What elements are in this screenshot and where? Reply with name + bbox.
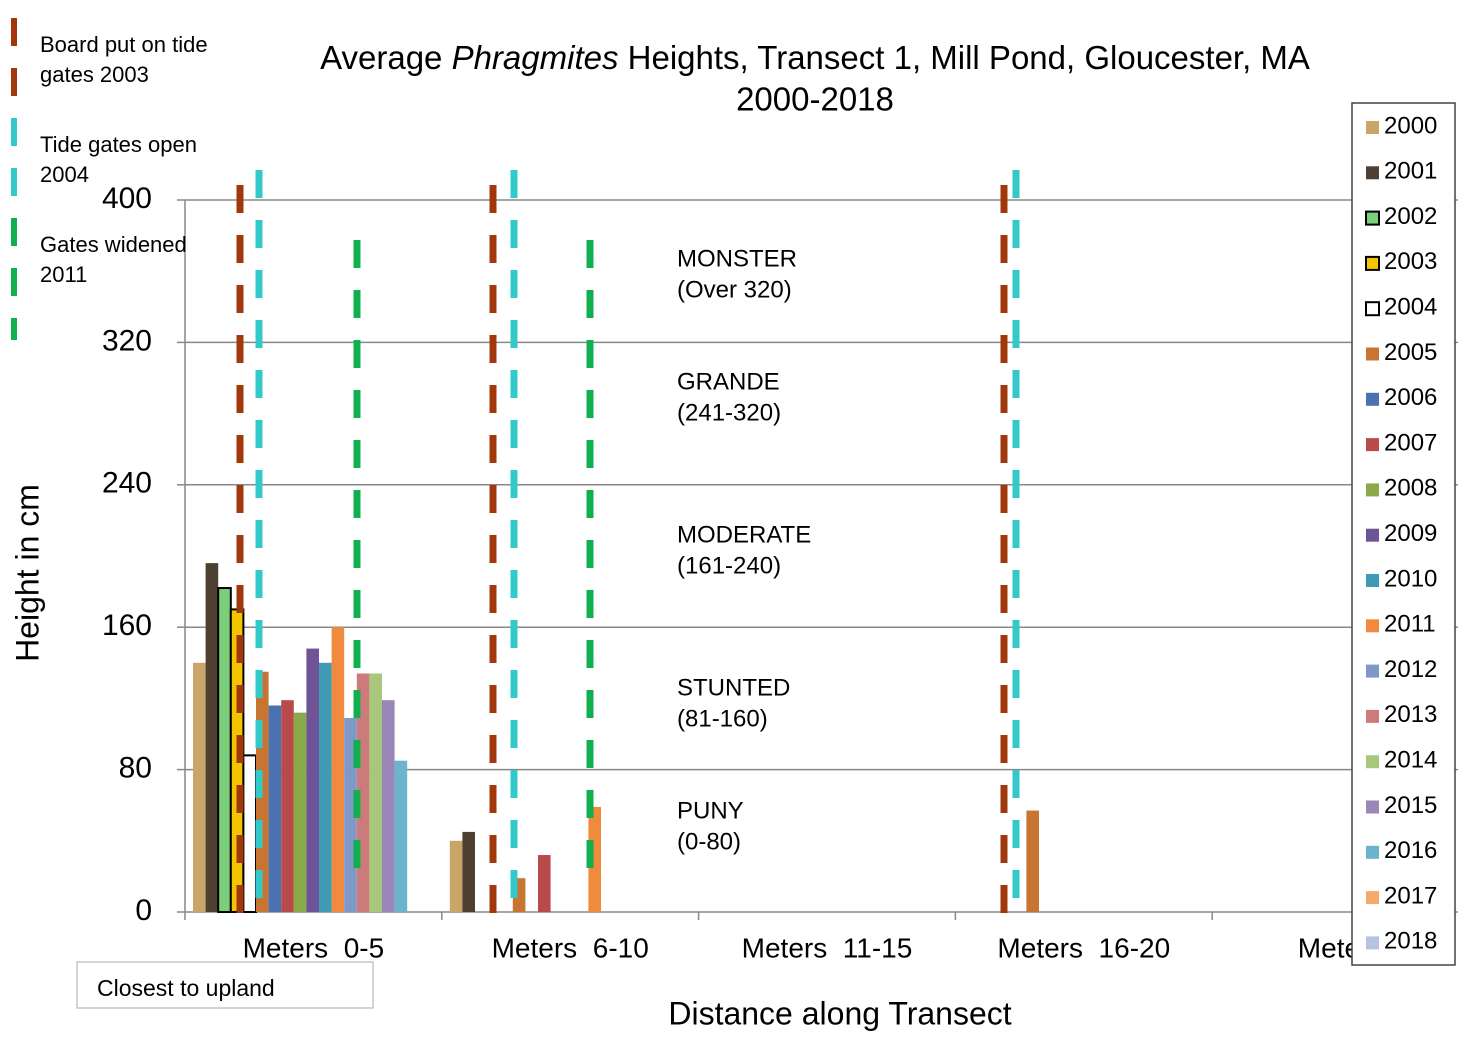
legend-label: 2016 xyxy=(1384,837,1437,864)
legend-swatch xyxy=(1366,709,1379,723)
y-axis-label: Height in cm xyxy=(9,484,45,662)
bar xyxy=(1026,810,1039,912)
legend-swatch xyxy=(1366,755,1379,769)
legend-swatch xyxy=(1366,528,1379,542)
legend-swatch xyxy=(1366,121,1379,134)
zone-range: (0-80) xyxy=(677,828,741,855)
x-axis-label: Distance along Transect xyxy=(668,995,1011,1031)
legend-label: 2003 xyxy=(1384,248,1437,275)
zone-name: STUNTED xyxy=(677,674,790,701)
y-tick-label: 240 xyxy=(102,467,152,500)
legend-label: 2018 xyxy=(1384,928,1437,955)
zone-name: PUNY xyxy=(677,797,744,824)
legend-swatch xyxy=(1366,891,1379,905)
y-tick-label: 320 xyxy=(102,324,152,357)
legend-label: 2010 xyxy=(1384,565,1437,592)
bar xyxy=(462,831,475,912)
legend-label: 2004 xyxy=(1384,294,1437,321)
bar xyxy=(319,662,332,912)
legend-swatch xyxy=(1366,845,1379,859)
x-tick-label: Meters 6-10 xyxy=(492,932,649,963)
bar xyxy=(331,627,345,912)
zone-name: MODERATE xyxy=(677,521,811,548)
legend-swatch xyxy=(1366,483,1379,497)
y-tick-label: 400 xyxy=(102,182,152,215)
y-tick-label: 80 xyxy=(119,752,152,785)
bar xyxy=(293,712,307,912)
x-tick-label: Meters 11-15 xyxy=(742,932,913,963)
legend-label: 2014 xyxy=(1384,747,1437,774)
bar xyxy=(394,760,408,912)
legend-label: 2006 xyxy=(1384,384,1437,411)
legend-label: 2008 xyxy=(1384,475,1437,502)
bar xyxy=(217,587,232,913)
zone-range: (Over 320) xyxy=(677,276,792,303)
bar xyxy=(382,700,395,912)
zone-range: (81-160) xyxy=(677,705,768,732)
legend-swatch xyxy=(1366,936,1379,950)
legend-label: 2000 xyxy=(1384,112,1437,139)
bar xyxy=(281,700,294,912)
legend-label: 2013 xyxy=(1384,701,1437,728)
x-tick-label: Meters 0-5 xyxy=(243,932,385,963)
legend-swatch xyxy=(1366,574,1379,587)
zone-range: (241-320) xyxy=(677,399,781,426)
legend-swatch xyxy=(1365,301,1380,317)
bar xyxy=(369,673,382,912)
zone-name: GRANDE xyxy=(677,368,780,395)
bar xyxy=(449,840,463,912)
legend-swatch xyxy=(1366,392,1379,406)
legend-swatch xyxy=(1365,210,1380,226)
legend-swatch xyxy=(1366,166,1379,180)
legend-swatch xyxy=(1365,255,1380,271)
legend-label: 2012 xyxy=(1384,656,1437,683)
y-tick-label: 160 xyxy=(102,609,152,642)
legend-swatch xyxy=(1366,347,1379,361)
note: Closest to upland xyxy=(97,975,275,1001)
bar xyxy=(242,754,257,913)
event-label: Board put on tide gates 2003 xyxy=(40,32,208,87)
bar xyxy=(205,563,219,912)
legend-label: 2005 xyxy=(1384,339,1437,366)
note-box xyxy=(76,961,374,1009)
legend-label: 2001 xyxy=(1384,158,1437,185)
bar xyxy=(306,648,319,912)
zone-name: MONSTER xyxy=(677,245,797,272)
chart-title: Average Phragmites Heights, Transect 1, … xyxy=(320,39,1310,76)
bar xyxy=(588,806,601,912)
legend-label: 2011 xyxy=(1384,611,1436,638)
legend-label: 2007 xyxy=(1384,429,1437,456)
legend-swatch xyxy=(1366,664,1379,678)
legend-label: 2002 xyxy=(1384,203,1437,230)
y-tick-label: 0 xyxy=(135,894,152,927)
bar xyxy=(538,855,551,912)
event-label: Tide gates open 2004 xyxy=(40,132,197,187)
legend-label: 2017 xyxy=(1384,882,1437,909)
legend-swatch xyxy=(1366,438,1379,452)
bar xyxy=(268,705,282,912)
event-label: Gates widened 2011 xyxy=(40,232,187,287)
title-italic: Phragmites xyxy=(452,39,619,76)
legend-swatch xyxy=(1366,619,1379,633)
legend-swatch xyxy=(1366,800,1379,814)
chart-subtitle: 2000-2018 xyxy=(736,81,894,118)
legend-label: 2015 xyxy=(1384,792,1437,819)
zone-range: (161-240) xyxy=(677,552,781,579)
bar xyxy=(193,662,206,912)
legend-label: 2009 xyxy=(1384,520,1437,547)
x-tick-label: Meters 16-20 xyxy=(997,932,1170,963)
